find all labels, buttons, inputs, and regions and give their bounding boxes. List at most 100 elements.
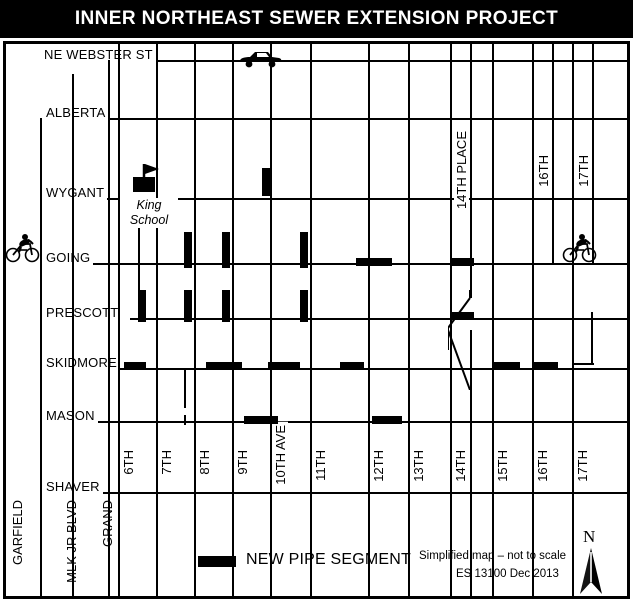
- pipe-segment: [492, 362, 520, 370]
- line-16th-lower2: [572, 330, 574, 596]
- street-line-ew: [46, 421, 627, 423]
- avenue-line-7th: [156, 44, 158, 596]
- footer-stub-6th: [118, 497, 120, 524]
- footer-line-mlk: [72, 497, 74, 596]
- avenue-label-7th: 7TH: [159, 447, 174, 478]
- bicycle-icon-right: [562, 234, 597, 263]
- stub-6th-wygant: [138, 220, 140, 300]
- pipe-segment: [206, 362, 242, 370]
- footer-stub-11th: [310, 497, 312, 524]
- pipe-segment: [244, 416, 278, 424]
- pipe-segment: [222, 290, 230, 322]
- line-14th-place: [470, 44, 472, 298]
- avenue-line-13th: [408, 44, 410, 596]
- pipe-segment: [124, 362, 146, 370]
- pipe-segment: [184, 232, 192, 268]
- pipe-segment: [300, 232, 308, 268]
- pipe-segment: [300, 290, 308, 322]
- street-label-mason: MASON: [44, 408, 98, 423]
- stub-7th-shaver: [184, 415, 186, 425]
- line-grand: [108, 60, 110, 596]
- street-line-ew: [46, 198, 627, 200]
- avenue-line-16th: [532, 44, 534, 596]
- line-garfield-seg: [40, 118, 42, 596]
- street-label-alberta: ALBERTA: [44, 105, 109, 120]
- seventeenth-street-jog: [572, 312, 594, 365]
- street-label-wygant: WYGANT: [44, 185, 108, 200]
- pipe-segment: [340, 362, 364, 370]
- boulevard-label-garfield: GARFIELD: [10, 500, 25, 566]
- line-11th-upper: [310, 44, 312, 596]
- pipe-segment: [452, 312, 474, 320]
- footer-stub-16th: [532, 497, 534, 524]
- map-reference-note: ES 13100 Dec 2013: [456, 568, 559, 580]
- pipe-segment: [452, 258, 474, 266]
- avenue-label-6th: 6TH: [121, 447, 136, 478]
- pipe-segment: [372, 416, 402, 424]
- avenue-line-12th: [368, 44, 370, 596]
- avenue-line-10th-ave: [270, 44, 272, 596]
- street-label-prescott: PRESCOTT: [44, 305, 122, 320]
- street-line-ew: [46, 492, 627, 494]
- footer-stub-8th: [194, 497, 196, 524]
- avenue-line-17th: [572, 44, 574, 596]
- flag-icon: [133, 164, 159, 192]
- avenue-label-11th: 11TH: [313, 447, 328, 484]
- footer-stub-14th: [450, 497, 452, 524]
- line-17th-upper: [592, 44, 594, 265]
- pipe-segment: [222, 232, 230, 268]
- footer-stub-7th: [156, 497, 158, 524]
- car-icon: [240, 52, 282, 68]
- street-label-ne-webster-st: NE WEBSTER ST: [42, 47, 156, 62]
- footer-stub-17th: [572, 497, 574, 524]
- diagonal-street-line-lower: [448, 330, 471, 390]
- pipe-segment: [532, 362, 558, 370]
- stub-grand-webster: [108, 60, 110, 200]
- title-bar: INNER NORTHEAST SEWER EXTENSION PROJECT: [0, 0, 633, 38]
- avenue-label-top-14th-place: 14TH PLACE: [454, 128, 469, 213]
- line-14pl-lower: [470, 330, 472, 596]
- footer-stub-12th: [368, 497, 370, 524]
- line-16th-upper: [552, 44, 554, 265]
- line-9th-upper: [232, 44, 234, 596]
- footer-line-garfield: [40, 497, 42, 596]
- stub-mlk-alberta: [72, 74, 74, 198]
- new-pipe-segment-swatch: [198, 556, 236, 567]
- avenue-line-8th: [194, 44, 196, 596]
- avenue-label-16th: 16TH: [535, 447, 550, 485]
- avenue-line-14th: [450, 44, 452, 596]
- footer-stub-10th-ave: [270, 497, 272, 524]
- avenue-label-10th-ave: 10TH AVE: [273, 422, 288, 488]
- footer-stub-9th: [232, 497, 234, 524]
- north-arrow-label: N: [583, 527, 596, 546]
- street-label-going: GOING: [44, 250, 94, 265]
- pipe-segment: [262, 168, 270, 196]
- pipe-segment: [268, 362, 300, 370]
- street-line-ew: [46, 118, 627, 120]
- avenue-label-top-17th: 17TH: [576, 152, 591, 190]
- north-arrow-icon: [580, 548, 602, 594]
- page-title: INNER NORTHEAST SEWER EXTENSION PROJECT: [74, 8, 559, 29]
- avenue-line-15th: [492, 44, 494, 596]
- king-school-label: King School: [120, 198, 178, 228]
- legend-label: NEW PIPE SEGMENT: [246, 551, 411, 568]
- footer-stub-13th: [408, 497, 410, 524]
- avenue-label-top-16th: 16TH: [536, 152, 551, 190]
- bicycle-icon-left: [5, 234, 40, 263]
- footer-stub-15th: [492, 497, 494, 524]
- avenue-label-9th: 9TH: [235, 447, 250, 478]
- street-line-ew: [46, 368, 627, 370]
- line-mlk: [72, 74, 74, 596]
- map-scale-note: Simplified map – not to scale: [419, 550, 567, 562]
- avenue-label-13th: 13TH: [411, 447, 426, 485]
- pipe-segment: [356, 258, 392, 266]
- avenue-label-17th: 17TH: [575, 447, 590, 485]
- stub-9th-wygant: [232, 120, 234, 200]
- pipe-segment: [184, 290, 192, 322]
- street-line-ew: [46, 263, 627, 265]
- avenue-label-8th: 8TH: [197, 447, 212, 478]
- street-line-ew: [130, 318, 627, 320]
- avenue-label-12th: 12TH: [371, 447, 386, 485]
